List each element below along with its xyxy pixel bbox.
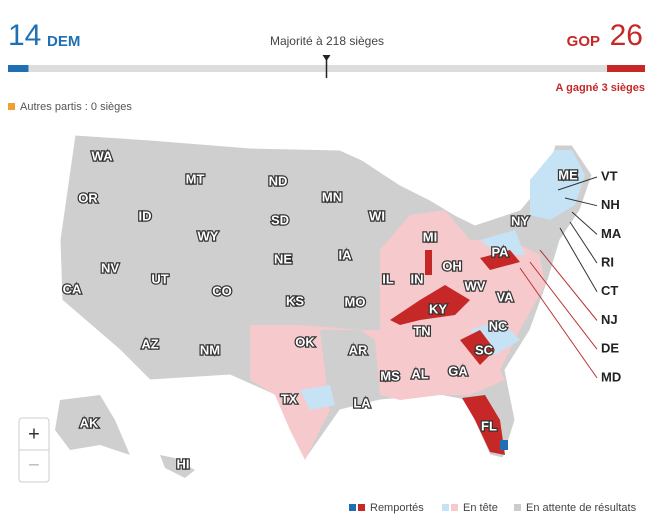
gop-seats: 26 [610,19,643,52]
state-label: UT [151,271,168,286]
state-label: PA [491,244,509,259]
gop-won: A gagné 3 sièges [556,82,645,94]
callout-line [569,221,598,264]
state-label: KS [286,293,304,308]
callout-line [529,261,598,350]
state-label: WV [465,278,486,293]
callout-line [557,176,598,191]
state-label: OR [78,190,98,205]
state-label: WI [369,208,385,223]
legend-swatch [514,504,521,511]
won-region [480,250,520,270]
won-region [460,330,495,365]
dem-seats: 14 [8,19,41,52]
hawaii [160,455,195,478]
zoom-in[interactable]: + [28,423,40,445]
state-label: MO [345,294,366,309]
state-label: ME [558,167,578,182]
won-region [425,250,432,275]
won-region [390,285,470,325]
state-label: AZ [141,336,158,351]
alaska [55,395,130,455]
dem-bar [8,65,29,72]
state-label: NV [101,260,119,275]
callout-line [559,227,598,293]
majority-label: Majorité à 218 sièges [270,34,384,48]
legend: Remportés En tête En attente de résultat… [349,502,637,514]
callout-label: RI [601,255,614,270]
zoom-out[interactable]: − [28,454,40,476]
majority-arrow [322,55,331,61]
state-label: MN [322,189,342,204]
won-region [462,395,505,455]
state-label: IA [339,247,353,262]
legend-label: Remportés [370,502,424,514]
won-region [493,322,500,330]
zoom-control: + − [18,417,50,483]
state-label: SD [271,212,289,227]
legend-label: En attente de résultats [526,502,637,514]
state-label: NY [511,213,529,228]
others-swatch [8,103,15,110]
others-label: Autres partis : 0 sièges [20,101,132,113]
dem-label: DEM [47,33,80,50]
callout-line [564,197,598,207]
callout-line [519,267,598,379]
state-label: OK [295,334,315,349]
state-label: FL [481,418,497,433]
won-region [500,440,508,450]
state-label: HI [177,456,190,471]
state-label: AK [80,415,99,430]
callout-line [539,249,598,321]
callout-label: MD [601,369,621,384]
state-label: ID [139,208,152,223]
state-label: WY [198,228,219,243]
state-label: NE [274,251,292,266]
state-label: OH [442,258,462,273]
lead-region [480,230,525,255]
state-label: AL [411,366,428,381]
gop-label: GOP [567,33,600,50]
state-label: CA [63,281,82,296]
lead-region [470,320,520,355]
legend-label: En tête [463,502,498,514]
lead-region [530,150,585,220]
callout-line [571,211,598,235]
state-label: MS [380,368,400,383]
state-label: CO [212,283,232,298]
callout-label: NH [601,197,620,212]
state-label: NM [200,342,220,357]
state-label: TX [281,391,298,406]
state-label: KY [429,301,447,316]
lead-region [300,385,335,410]
state-label: GA [448,363,468,378]
state-label: VA [496,289,514,304]
legend-swatch [442,504,449,511]
state-label: IL [382,271,394,286]
state-label: NC [489,318,508,333]
callout-label: VT [601,168,618,183]
state-label: ND [269,173,288,188]
state-label: TN [413,323,430,338]
callout-label: DE [601,341,619,356]
state-label: LA [353,395,371,410]
state-label: AR [349,342,368,357]
state-label: IN [411,271,424,286]
callout-label: CT [601,283,618,298]
state-label: SC [475,342,494,357]
state-label: WA [92,148,114,163]
legend-swatch [358,504,365,511]
gop-bar [607,65,645,72]
legend-swatch [349,504,356,511]
us-map [55,134,593,478]
state-label: MT [186,171,205,186]
callout-label: MA [601,226,622,241]
callout-label: NJ [601,312,618,327]
legend-swatch [451,504,458,511]
state-label: MI [423,229,437,244]
